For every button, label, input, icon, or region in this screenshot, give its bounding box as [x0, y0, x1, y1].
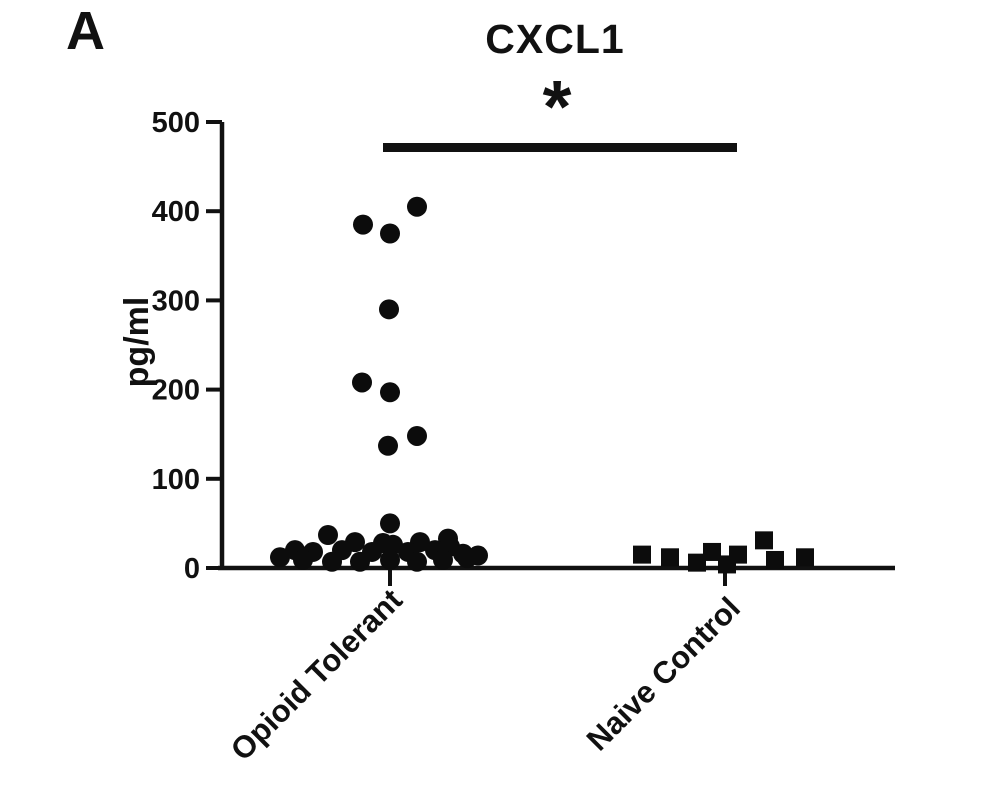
data-point-circle — [380, 549, 400, 570]
significance-bar — [383, 143, 737, 152]
data-point-circle — [383, 534, 403, 555]
y-axis-label: pg/ml — [118, 296, 156, 388]
data-point-circle — [457, 548, 477, 569]
y-tick-label: 400 — [152, 196, 200, 228]
data-point-circle — [433, 549, 453, 570]
data-point-circle — [353, 214, 373, 235]
data-point-square — [661, 548, 679, 567]
data-point-circle — [318, 524, 338, 545]
y-tick-label: 500 — [152, 107, 200, 139]
data-point-circle — [293, 549, 313, 570]
data-point-circle — [380, 382, 400, 403]
data-point-square — [755, 531, 773, 550]
data-point-circle — [407, 196, 427, 217]
data-point-circle — [322, 551, 342, 572]
data-point-square — [688, 553, 706, 572]
data-point-square — [796, 548, 814, 567]
data-point-circle — [378, 435, 398, 456]
x-category-label-opioid-tolerant: Opioid Tolerant — [224, 582, 409, 767]
y-tick-label: 200 — [152, 375, 200, 407]
data-point-square — [766, 550, 784, 569]
data-point-circle — [350, 551, 370, 572]
data-point-circle — [407, 425, 427, 446]
data-point-circle — [407, 551, 427, 572]
data-point-circle — [379, 299, 399, 320]
data-point-square — [703, 542, 721, 561]
data-point-circle — [380, 223, 400, 244]
data-point-square — [633, 545, 651, 564]
x-category-label-naive-control: Naive Control — [580, 590, 747, 757]
y-tick-label: 300 — [152, 285, 200, 317]
data-point-circle — [380, 513, 400, 534]
data-point-square — [729, 545, 747, 564]
data-point-circle — [352, 372, 372, 393]
y-tick-label: 100 — [152, 464, 200, 496]
panel-label: A — [66, 1, 105, 61]
y-tick-label: 0 — [184, 553, 200, 585]
significance-asterisk: * — [542, 65, 572, 148]
data-point-circle — [270, 547, 290, 568]
chart-title: CXCL1 — [485, 16, 625, 62]
